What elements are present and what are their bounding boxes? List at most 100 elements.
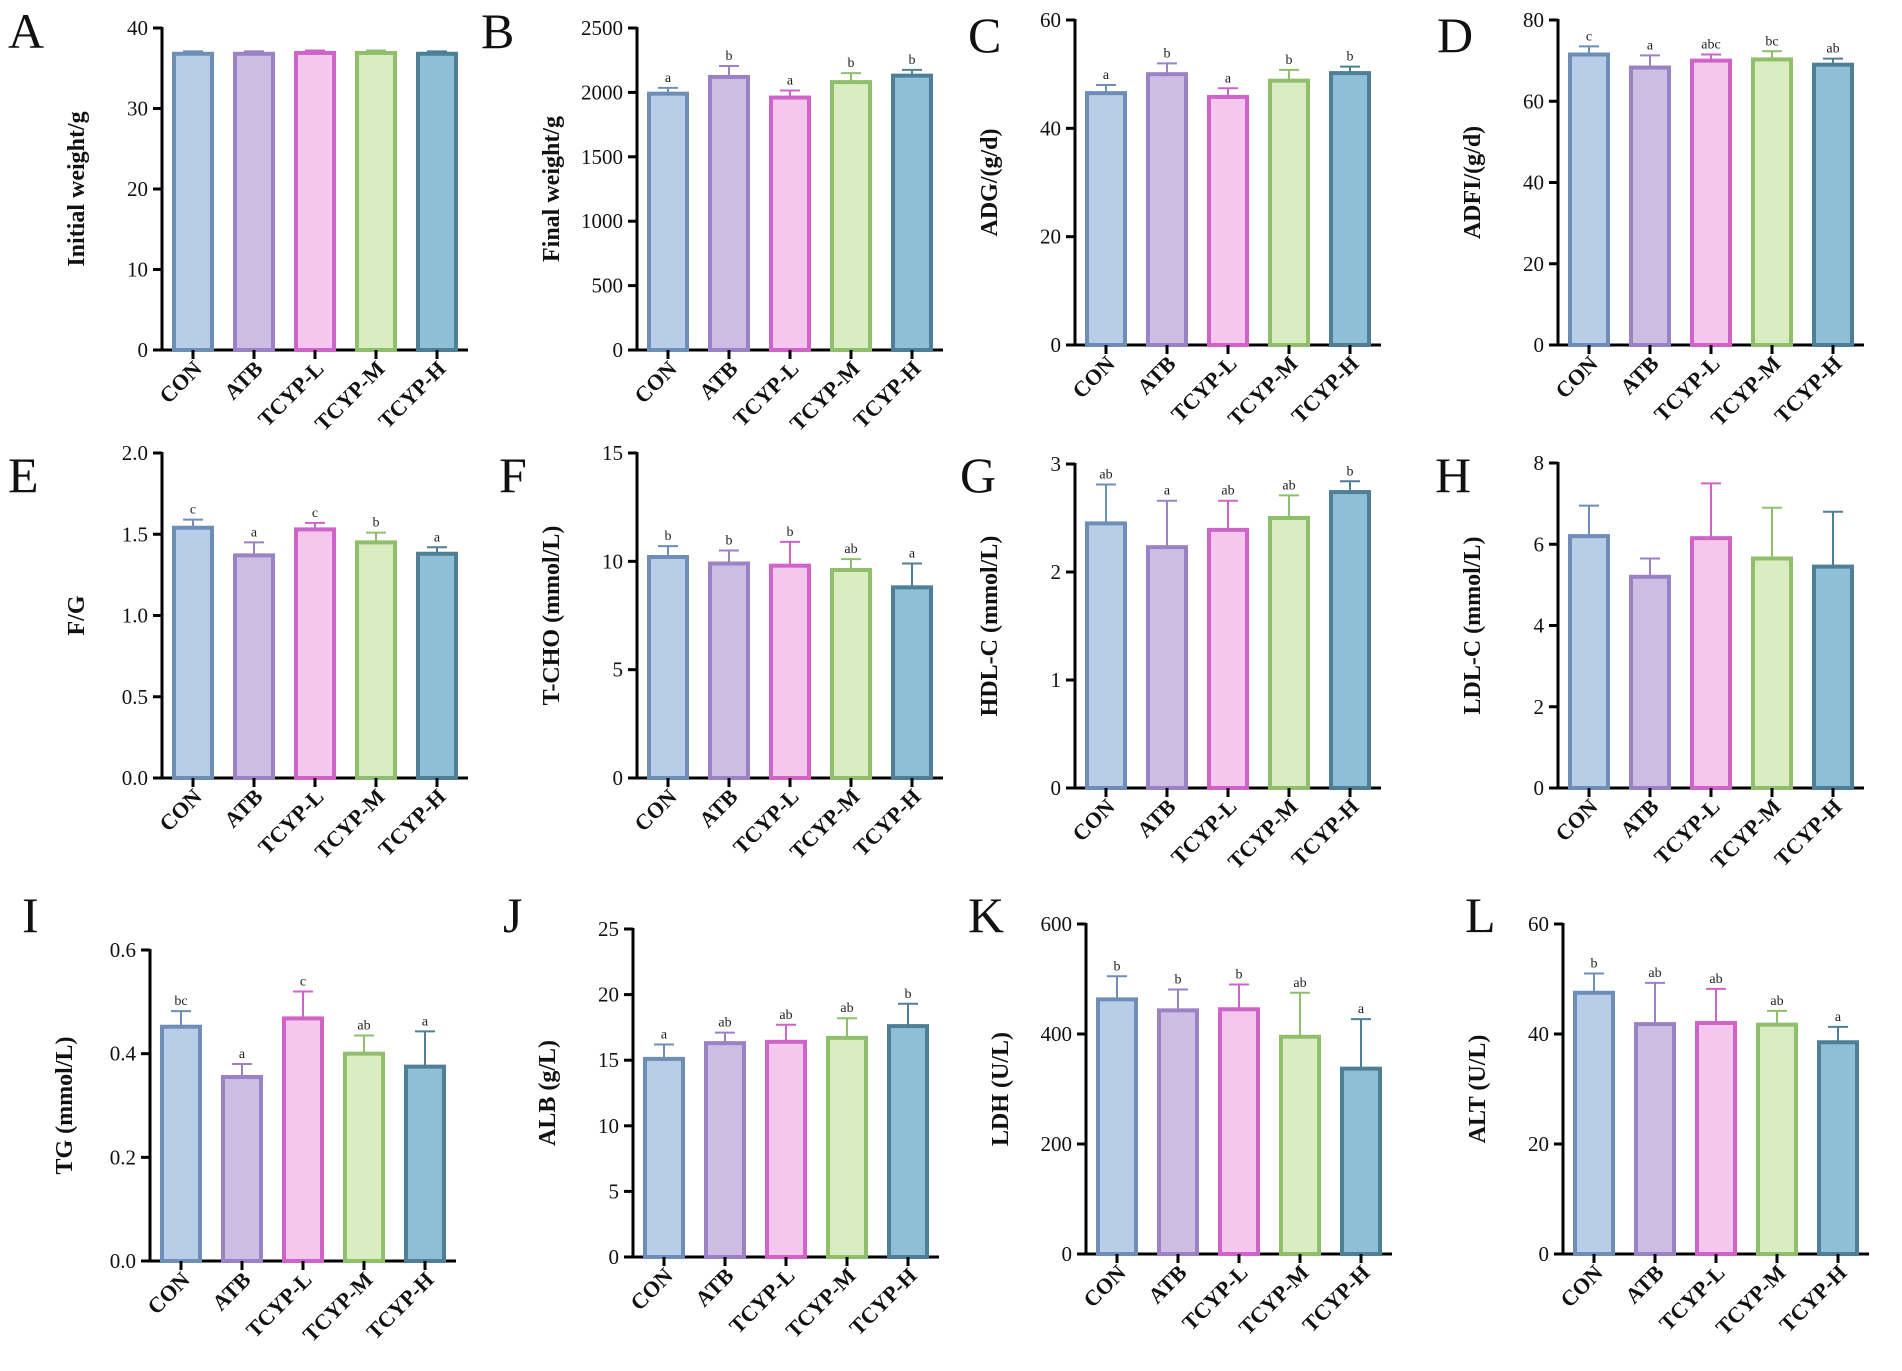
bar bbox=[1629, 65, 1671, 347]
y-tick-label: 60 bbox=[1523, 89, 1544, 113]
significance-label: b bbox=[1591, 957, 1598, 972]
y-tick-label: 2.0 bbox=[122, 441, 148, 465]
significance-label: ab bbox=[1648, 966, 1661, 981]
bar bbox=[1268, 78, 1310, 348]
bar bbox=[1085, 91, 1127, 347]
category-label: ATB bbox=[1132, 794, 1181, 843]
panel-j: J 0 5 10 15 20 25 ALB (g/L) a CON ab ATB ab TCYP-L ab… bbox=[475, 890, 950, 1371]
category-label: TCYP-H bbox=[1297, 1260, 1374, 1337]
significance-label: ab bbox=[1826, 42, 1839, 57]
y-tick-label: 0 bbox=[609, 1245, 620, 1269]
panel-letter: C bbox=[968, 7, 1002, 63]
bar bbox=[1817, 1040, 1859, 1256]
bar bbox=[294, 50, 336, 353]
y-tick-label: 40 bbox=[1040, 116, 1061, 140]
bar bbox=[1568, 52, 1610, 347]
category-label: CON bbox=[1550, 794, 1602, 846]
significance-label: ab bbox=[1221, 484, 1234, 499]
significance-label: b bbox=[1347, 50, 1354, 65]
category-label: CON bbox=[142, 1267, 194, 1319]
significance-label: ab bbox=[1770, 994, 1783, 1009]
bar bbox=[160, 1024, 202, 1263]
bar bbox=[1751, 556, 1793, 790]
significance-label: ab bbox=[1282, 478, 1295, 493]
category-label: CON bbox=[629, 784, 681, 836]
bar bbox=[830, 568, 872, 780]
y-tick-label: 0.2 bbox=[110, 1145, 136, 1169]
y-tick-label: 0 bbox=[1051, 333, 1062, 357]
y-axis-label: ALT (U/L) bbox=[1465, 1035, 1491, 1144]
significance-label: b bbox=[905, 987, 912, 1002]
bar bbox=[708, 74, 750, 352]
bar bbox=[1573, 990, 1615, 1256]
category-label: TCYP-H bbox=[1769, 794, 1846, 871]
y-tick-label: 40 bbox=[1528, 1022, 1549, 1046]
bar bbox=[1756, 1022, 1798, 1256]
bar bbox=[643, 1056, 685, 1259]
panel-letter: E bbox=[8, 447, 39, 503]
significance-label: bc bbox=[174, 994, 187, 1009]
y-tick-label: 4 bbox=[1534, 614, 1545, 638]
significance-label: b bbox=[909, 53, 916, 68]
y-tick-label: 0 bbox=[613, 338, 624, 362]
significance-label: b bbox=[1164, 46, 1171, 61]
bar bbox=[1218, 1007, 1260, 1256]
bar bbox=[1751, 57, 1793, 347]
bar bbox=[294, 527, 336, 780]
panel-c: C 0 20 40 60 ADG/(g/d) a CON b ATB a TCYP-L b TCYP-M… bbox=[950, 0, 1425, 448]
category-label: CON bbox=[629, 356, 681, 408]
significance-label: a bbox=[661, 1027, 668, 1042]
significance-label: c bbox=[1586, 29, 1592, 44]
category-label: TCYP-H bbox=[373, 784, 450, 861]
y-tick-label: 0 bbox=[1534, 776, 1545, 800]
y-tick-label: 6 bbox=[1534, 532, 1545, 556]
y-tick-label: 400 bbox=[1041, 1022, 1073, 1046]
bar bbox=[830, 80, 872, 352]
category-label: ATB bbox=[1615, 351, 1664, 400]
bar bbox=[404, 1064, 446, 1263]
significance-label: a bbox=[422, 1014, 429, 1029]
y-axis-label: LDH (U/L) bbox=[988, 1032, 1014, 1146]
y-tick-label: 20 bbox=[1523, 252, 1544, 276]
y-axis-label: F/G bbox=[64, 595, 90, 635]
significance-label: a bbox=[251, 525, 258, 540]
category-label: TCYP-H bbox=[844, 1263, 921, 1340]
panel-i: I 0.0 0.2 0.4 0.6 TG (mmol/L) bc CON a ATB c TCYP-… bbox=[0, 890, 475, 1371]
bar bbox=[769, 563, 811, 780]
category-label: ATB bbox=[690, 1263, 739, 1312]
bar bbox=[1812, 62, 1854, 347]
y-axis-label: TG (mmol/L) bbox=[52, 1037, 78, 1175]
y-tick-label: 5 bbox=[609, 1179, 620, 1203]
y-tick-label: 0 bbox=[1539, 1242, 1550, 1266]
y-tick-label: 15 bbox=[598, 1048, 619, 1072]
y-axis-label: Final weight/g bbox=[539, 116, 565, 262]
bar-chart: 0204060ADG/(g/d)aCONbATBaTCYP-LbTCYP-MbT… bbox=[977, 8, 1381, 431]
y-tick-label: 0.4 bbox=[110, 1042, 137, 1066]
category-label: ATB bbox=[207, 1267, 256, 1316]
y-axis-label: Initial weight/g bbox=[64, 111, 90, 266]
bar bbox=[416, 51, 458, 352]
category-label: CON bbox=[154, 356, 206, 408]
significance-label: ab bbox=[1099, 468, 1112, 483]
bar bbox=[1812, 564, 1854, 790]
category-label: ATB bbox=[1620, 1260, 1669, 1309]
bar bbox=[1690, 536, 1732, 790]
y-tick-label: 8 bbox=[1534, 451, 1545, 475]
significance-label: c bbox=[312, 506, 318, 521]
y-tick-label: 0 bbox=[613, 766, 624, 790]
bar bbox=[1085, 521, 1127, 791]
y-axis-label: HDL-C (mmol/L) bbox=[977, 536, 1003, 717]
category-label: TCYP-H bbox=[1286, 794, 1363, 871]
category-label: ATB bbox=[694, 784, 743, 833]
significance-label: ab bbox=[779, 1008, 792, 1023]
panel-letter: L bbox=[1465, 887, 1496, 943]
bar bbox=[1279, 1034, 1321, 1256]
y-tick-label: 0.0 bbox=[122, 766, 148, 790]
category-label: CON bbox=[1067, 351, 1119, 403]
bar bbox=[704, 1041, 746, 1259]
category-label: ATB bbox=[1615, 794, 1664, 843]
bar bbox=[172, 525, 214, 780]
